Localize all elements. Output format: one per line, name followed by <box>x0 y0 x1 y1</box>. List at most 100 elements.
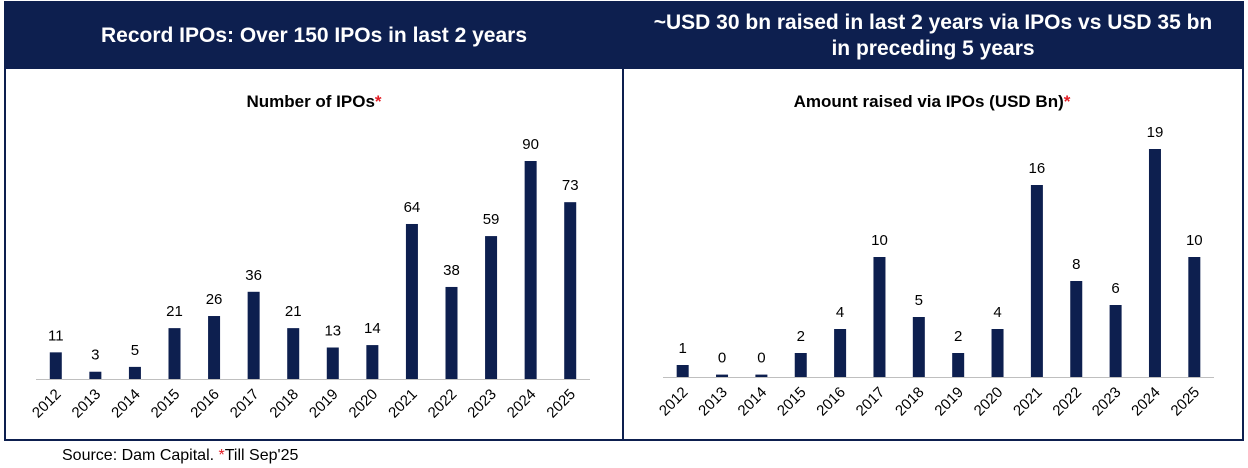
ipo-count-data-label-2017: 36 <box>245 267 262 284</box>
ipo-count-title-asterisk: * <box>375 92 382 111</box>
ipo-amount-data-label-2019: 2 <box>954 328 962 345</box>
ipo-count-bar-2012 <box>49 352 62 379</box>
ipo-amount-tick-label-2014: 2014 <box>735 384 771 420</box>
ipo-amount-title-asterisk: * <box>1064 92 1071 111</box>
ipo-count-tick-label-2013: 2013 <box>69 386 105 422</box>
ipo-count-data-label-2023: 59 <box>483 211 500 228</box>
ipo-count-header: Record IPOs: Over 150 IPOs in last 2 yea… <box>6 3 622 69</box>
ipo-count-bar-2025 <box>564 202 577 379</box>
ipo-amount-tick-label-2023: 2023 <box>1089 384 1125 420</box>
ipo-amount-bar-2013 <box>716 374 729 377</box>
ipo-count-data-label-2020: 14 <box>364 320 381 337</box>
ipo-amount-data-label-2014: 0 <box>757 350 765 367</box>
ipo-amount-chart: Amount raised via IPOs (USD Bn)*12012020… <box>656 92 1214 420</box>
ipo-count-bar-2022 <box>445 286 458 379</box>
ipo-count-data-label-2019: 13 <box>324 323 341 340</box>
ipo-count-bar-2013 <box>89 371 102 379</box>
ipo-count-panel: Record IPOs: Over 150 IPOs in last 2 yea… <box>4 1 624 441</box>
ipo-count-bar-2021 <box>405 223 418 379</box>
ipo-amount-tick-label-2017: 2017 <box>853 384 889 420</box>
ipo-amount-tick-label-2025: 2025 <box>1168 384 1204 420</box>
ipo-count-bar-2019 <box>326 347 339 379</box>
ipo-amount-tick-label-2013: 2013 <box>695 384 731 420</box>
ipo-amount-bar-2020 <box>991 329 1004 377</box>
ipo-amount-tick-label-2016: 2016 <box>813 384 849 420</box>
ipo-amount-tick-label-2024: 2024 <box>1128 384 1164 420</box>
ipo-count-chart: Number of IPOs* 11 2012 3 2013 5 2014 21 2015 26 2… <box>29 92 590 422</box>
ipo-count-data-label-2025: 73 <box>562 177 579 194</box>
ipo-count-data-label-2014: 5 <box>131 342 139 359</box>
footnote-asterisk: * <box>218 447 225 464</box>
ipo-amount-bar-2017 <box>873 257 886 377</box>
ipo-amount-data-label-2015: 2 <box>797 328 805 345</box>
ipo-count-tick-label-2012: 2012 <box>29 386 65 422</box>
ipo-amount-data-label-2021: 16 <box>1029 160 1046 177</box>
ipo-amount-bar-2014 <box>755 374 768 377</box>
ipo-count-chart-title: Number of IPOs* <box>246 92 381 111</box>
ipo-count-tick-label-2021: 2021 <box>385 386 421 422</box>
ipo-count-bar-2023 <box>485 236 498 379</box>
ipo-count-data-label-2016: 26 <box>206 291 223 308</box>
ipo-count-bar-2016 <box>208 316 221 379</box>
ipo-count-data-label-2022: 38 <box>443 262 460 279</box>
ipo-count-bar-2014 <box>128 366 141 379</box>
ipo-amount-data-label-2024: 19 <box>1147 124 1164 141</box>
ipo-amount-bar-2019 <box>952 353 965 377</box>
ipo-count-title-text: Number of IPOs <box>246 92 374 111</box>
ipo-count-data-label-2012: 11 <box>48 327 64 344</box>
ipo-count-tick-label-2025: 2025 <box>543 386 579 422</box>
ipo-amount-tick-label-2020: 2020 <box>971 384 1007 420</box>
ipo-amount-tick-label-2012: 2012 <box>656 384 692 420</box>
ipo-count-tick-label-2019: 2019 <box>306 386 342 422</box>
ipo-amount-data-label-2023: 6 <box>1111 280 1119 297</box>
ipo-amount-bar-2012 <box>676 365 689 377</box>
ipo-count-tick-label-2017: 2017 <box>227 386 263 422</box>
ipo-amount-tick-label-2015: 2015 <box>774 384 810 420</box>
ipo-amount-tick-label-2021: 2021 <box>1010 384 1046 420</box>
ipo-amount-bar-2021 <box>1030 185 1043 377</box>
ipo-amount-data-label-2012: 1 <box>679 340 687 357</box>
ipo-count-data-label-2021: 64 <box>404 199 421 216</box>
ipo-amount-bar-2016 <box>834 329 847 377</box>
ipo-amount-tick-label-2022: 2022 <box>1049 384 1085 420</box>
ipo-amount-data-label-2017: 10 <box>871 232 888 249</box>
ipo-amount-tick-label-2019: 2019 <box>931 384 967 420</box>
ipo-amount-data-label-2025: 10 <box>1186 232 1203 249</box>
ipo-amount-data-label-2022: 8 <box>1072 256 1080 273</box>
ipo-count-data-label-2018: 21 <box>285 303 302 320</box>
ipo-count-tick-label-2020: 2020 <box>346 386 382 422</box>
ipo-count-data-label-2024: 90 <box>522 136 539 153</box>
ipo-count-tick-label-2014: 2014 <box>108 386 144 422</box>
ipo-amount-bar-2022 <box>1070 281 1083 377</box>
ipo-amount-panel: ~USD 30 bn raised in last 2 years via IP… <box>624 1 1244 441</box>
ipo-count-data-label-2015: 21 <box>166 303 183 320</box>
ipo-amount-title-text: Amount raised via IPOs (USD Bn) <box>794 92 1064 111</box>
ipo-count-tick-label-2022: 2022 <box>425 386 461 422</box>
ipo-count-bar-2017 <box>247 291 260 379</box>
source-text: Source: Dam Capital. <box>62 447 219 464</box>
ipo-amount-data-label-2016: 4 <box>836 304 844 321</box>
ipo-amount-chart-title: Amount raised via IPOs (USD Bn)* <box>794 92 1071 111</box>
ipo-count-bar-2020 <box>366 345 379 379</box>
ipo-count-bar-2018 <box>287 328 300 379</box>
ipo-amount-header: ~USD 30 bn raised in last 2 years via IP… <box>624 3 1242 69</box>
ipo-count-tick-label-2023: 2023 <box>464 386 500 422</box>
ipo-amount-data-label-2020: 4 <box>993 304 1001 321</box>
ipo-amount-header-text: ~USD 30 bn raised in last 2 years via IP… <box>653 11 1213 60</box>
source-footnote: Source: Dam Capital. *Till Sep'25 <box>62 447 298 465</box>
ipo-amount-bar-2023 <box>1109 305 1122 377</box>
ipo-amount-bar-2025 <box>1188 257 1201 377</box>
ipo-amount-bar-2024 <box>1148 149 1161 377</box>
ipo-count-bar-2015 <box>168 328 181 379</box>
ipo-count-tick-label-2018: 2018 <box>266 386 302 422</box>
ipo-amount-data-label-2013: 0 <box>718 350 726 367</box>
ipo-count-tick-label-2016: 2016 <box>187 386 223 422</box>
ipo-amount-tick-label-2018: 2018 <box>892 384 928 420</box>
ipo-count-data-label-2013: 3 <box>91 347 99 364</box>
ipo-amount-data-label-2018: 5 <box>915 292 923 309</box>
ipo-count-tick-label-2015: 2015 <box>148 386 184 422</box>
footnote-note: Till Sep'25 <box>224 447 299 464</box>
ipo-count-tick-label-2024: 2024 <box>504 386 540 422</box>
ipo-amount-bar-2015 <box>794 353 807 377</box>
ipo-amount-bar-2018 <box>912 317 925 377</box>
